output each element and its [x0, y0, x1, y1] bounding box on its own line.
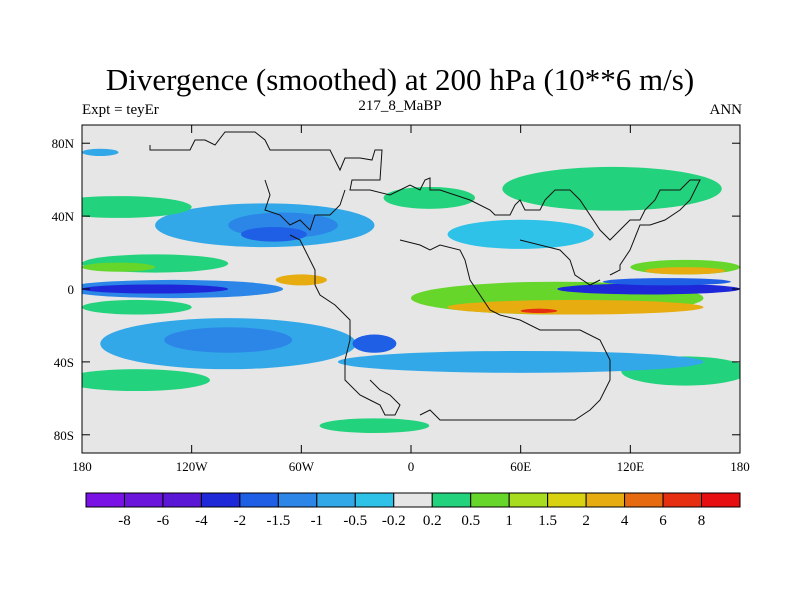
colorbar-swatch — [354, 492, 395, 508]
colorbar-label: 2 — [582, 513, 590, 529]
colorbar-label: -4 — [195, 513, 208, 529]
colorbar-label: -0.2 — [382, 513, 406, 529]
colorbar-swatch — [508, 492, 549, 508]
colorbar-swatch — [624, 492, 664, 508]
y-tick-label: 80N — [52, 136, 75, 151]
colorbar-swatch — [200, 492, 241, 508]
colorbar-swatch — [393, 492, 433, 508]
field-indian-darkblue — [557, 283, 740, 295]
field-indian-blue — [602, 278, 731, 286]
field-pacific-n-yellow — [82, 262, 156, 272]
field-n-america-core — [241, 227, 307, 242]
field-africa-orange — [447, 299, 704, 315]
x-tick-label: 120E — [617, 459, 645, 474]
field-europe-green — [383, 186, 475, 209]
field-north-blue — [82, 148, 119, 156]
x-tick-label: 60E — [510, 459, 531, 474]
field-s-america-core — [352, 334, 397, 353]
y-tick-label: 80S — [54, 428, 74, 443]
x-tick-label: 0 — [408, 459, 415, 474]
colorbar-swatch — [239, 492, 279, 508]
colorbar-label: -2 — [234, 513, 247, 529]
colorbar-swatch — [431, 492, 472, 508]
experiment-label: Expt = teyEr — [82, 102, 159, 118]
x-tick-label: 120W — [176, 459, 209, 474]
field-asia-blue — [447, 219, 594, 249]
coastline — [149, 131, 701, 421]
colorbar-label: -8 — [118, 513, 131, 529]
y-tick-label: 40N — [52, 209, 75, 224]
colorbar-swatch — [662, 492, 703, 508]
field-n-pacific-green — [82, 196, 192, 218]
y-tick-label: 40S — [54, 355, 74, 370]
x-tick-label: 180 — [72, 459, 92, 474]
colorbar-label: 1 — [505, 513, 513, 529]
colorbar-label: 0.2 — [423, 513, 442, 529]
colorbar-swatch — [85, 492, 125, 508]
colorbar-label: -0.5 — [343, 513, 367, 529]
plot-title: Divergence (smoothed) at 200 hPa (10**6 … — [105, 62, 695, 97]
colorbar-swatch — [470, 492, 510, 508]
colorbar-swatch — [277, 492, 318, 508]
y-axis-ticks: 80N 40N 0 40S 80S — [52, 136, 740, 443]
colorbar-swatch — [316, 492, 356, 508]
colorbar-swatch — [162, 492, 202, 508]
colorbar-swatch — [585, 492, 626, 508]
colorbar-label: 8 — [698, 513, 706, 529]
field-pacific-s-green — [82, 299, 192, 315]
colorbar-label: 6 — [659, 513, 667, 529]
colorbar-swatch — [123, 492, 164, 508]
case-label: 217_8_MaBP — [358, 98, 442, 114]
y-tick-label: 0 — [68, 282, 75, 297]
colorbar-label: 4 — [621, 513, 629, 529]
colorbar-label: 0.5 — [461, 513, 480, 529]
colorbar-label: -6 — [157, 513, 170, 529]
field-indo-orange — [644, 267, 726, 275]
field-equator-pacific-darkblue — [82, 284, 229, 294]
north-america-coast — [264, 179, 346, 231]
colorbar: -8 -6 -4 -2 -1.5 -1 -0.5 -0.2 0.2 0.5 1 1.5 2 4 6 8 — [85, 492, 741, 529]
field-asia-green — [502, 166, 722, 211]
x-tick-label: 60W — [289, 459, 315, 474]
south-america-coast — [289, 234, 401, 416]
x-tick-label: 180 — [730, 459, 750, 474]
field-antarctic-green — [319, 418, 430, 433]
field-atlantic-s-orange — [275, 274, 327, 286]
season-label: ANN — [709, 102, 743, 118]
africa-coast — [399, 239, 611, 421]
colorbar-swatch — [701, 492, 741, 508]
contour-fields — [82, 148, 740, 433]
field-africa-red — [520, 308, 558, 314]
field-s-pacific-core — [164, 327, 293, 353]
eurasia-coast — [149, 131, 701, 276]
field-s-ocean-blue — [337, 350, 704, 373]
india-coast — [519, 239, 601, 286]
colorbar-swatch — [547, 492, 587, 508]
colorbar-label: -1 — [311, 513, 324, 529]
colorbar-label: 1.5 — [538, 513, 557, 529]
field-s-ocean-lgreen — [82, 369, 210, 392]
x-axis-ticks: 180 120W 60W 0 60E 120E 180 — [72, 125, 750, 474]
colorbar-label: -1.5 — [266, 513, 290, 529]
